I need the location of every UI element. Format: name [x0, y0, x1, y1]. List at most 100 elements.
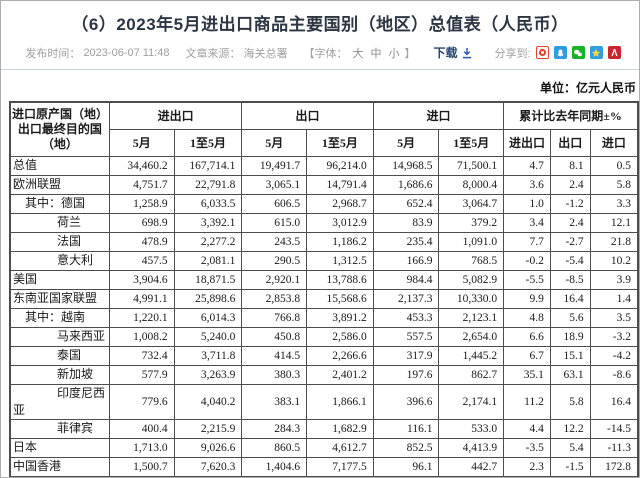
- table-row: 东南亚国家联盟 4,991.1 25,898.6 2,853.8 15,568.…: [9, 288, 639, 309]
- wechat-share-icon[interactable]: [571, 46, 585, 59]
- value-cell: 1,682.9: [306, 418, 374, 439]
- value-cell: 83.9: [372, 212, 440, 233]
- font-size-controls: 【字体： 大 中 小 】: [303, 45, 415, 61]
- value-cell: -4.2: [589, 345, 639, 366]
- value-cell: 1,008.2: [108, 326, 175, 347]
- value-cell: 71,500.1: [438, 155, 505, 176]
- value-cell: 457.5: [108, 250, 175, 271]
- sub-header: 1至5月: [306, 128, 374, 157]
- row-label-cell: 印度尼西亚: [9, 383, 110, 420]
- value-cell: -1.2: [549, 193, 591, 214]
- value-cell: 16.4: [589, 383, 639, 420]
- value-cell: 172.8: [589, 456, 639, 477]
- value-cell: -0.2: [503, 250, 551, 271]
- value-cell: 442.7: [438, 456, 505, 477]
- value-cell: 2,174.1: [438, 383, 505, 420]
- table-row: 荷兰 698.9 3,392.1 615.0 3,012.9 83.9 379.…: [9, 212, 639, 233]
- value-cell: 1,445.2: [438, 345, 505, 366]
- value-cell: 2,277.2: [173, 231, 243, 252]
- row-label-cell: 法国: [9, 231, 110, 252]
- share-label: 分享到:: [494, 47, 531, 60]
- renren-share-icon[interactable]: [607, 46, 621, 59]
- value-cell: 2,401.2: [306, 364, 374, 385]
- value-cell: 12.1: [589, 212, 639, 233]
- value-cell: 7,620.3: [173, 456, 243, 477]
- value-cell: 557.5: [372, 326, 440, 347]
- sub-header: 5月: [372, 128, 440, 157]
- table-row: 美国 3,904.6 18,871.5 2,920.1 13,788.6 984…: [9, 269, 639, 290]
- value-cell: 4,991.1: [108, 288, 175, 309]
- value-cell: 1,258.9: [108, 193, 175, 214]
- value-cell: 1,186.2: [306, 231, 374, 252]
- value-cell: 2,123.1: [438, 307, 505, 328]
- value-cell: 4,612.7: [306, 437, 374, 458]
- value-cell: 1.0: [503, 193, 551, 214]
- table-row: 其中：越南 1,220.1 6,014.3 766.8 3,891.2 453.…: [9, 307, 639, 328]
- value-cell: 96.1: [372, 456, 440, 477]
- value-cell: 652.4: [372, 193, 440, 214]
- table-row: 总值 34,460.2 167,714.1 19,491.7 96,214.0 …: [9, 155, 639, 176]
- value-cell: 6.7: [503, 345, 551, 366]
- font-size-small-button[interactable]: 小: [388, 47, 400, 60]
- value-cell: 766.8: [241, 307, 308, 328]
- row-label-cell: 总值: [9, 155, 110, 176]
- sub-header: 5月: [108, 128, 175, 157]
- value-cell: 10,330.0: [438, 288, 505, 309]
- value-cell: 15.1: [549, 345, 591, 366]
- table-row: 意大利 457.5 2,081.1 290.5 1,312.5 166.9 76…: [9, 250, 639, 271]
- value-cell: 5.8: [589, 174, 639, 195]
- value-cell: 4,751.7: [108, 174, 175, 195]
- value-cell: 1.4: [589, 288, 639, 309]
- value-cell: 2,266.6: [306, 345, 374, 366]
- value-cell: 3,891.2: [306, 307, 374, 328]
- value-cell: 2,137.3: [372, 288, 440, 309]
- value-cell: -2.7: [549, 231, 591, 252]
- qq-share-icon[interactable]: [553, 46, 567, 59]
- value-cell: 1,686.6: [372, 174, 440, 195]
- value-cell: 5,082.9: [438, 269, 505, 290]
- value-cell: 63.1: [549, 364, 591, 385]
- value-cell: 2,654.0: [438, 326, 505, 347]
- row-label-cell: 荷兰: [9, 212, 110, 233]
- value-cell: 14,968.5: [372, 155, 440, 176]
- table-body: 总值 34,460.2 167,714.1 19,491.7 96,214.0 …: [9, 155, 639, 477]
- value-cell: 768.5: [438, 250, 505, 271]
- value-cell: -1.5: [549, 456, 591, 477]
- table-row: 中国香港 1,500.7 7,620.3 1,404.6 7,177.5 96.…: [9, 456, 639, 477]
- clipped-partial-row: [9, 475, 639, 477]
- table-row: 泰国 732.4 3,711.8 414.5 2,266.6 317.9 1,4…: [9, 345, 639, 366]
- sina-weibo-share-icon[interactable]: [535, 46, 549, 59]
- table-row: 欧洲联盟 4,751.7 22,791.8 3,065.1 14,791.4 1…: [9, 174, 639, 195]
- value-cell: 3.9: [589, 269, 639, 290]
- value-cell: 3,711.8: [173, 345, 243, 366]
- qzone-share-icon[interactable]: [589, 46, 603, 59]
- clipped-rows: [9, 475, 639, 477]
- value-cell: 606.5: [241, 193, 308, 214]
- value-cell: 615.0: [241, 212, 308, 233]
- download-button[interactable]: 下载: [433, 44, 472, 61]
- value-cell: -11.3: [589, 437, 639, 458]
- value-cell: -5.5: [503, 269, 551, 290]
- font-size-large-button[interactable]: 大: [352, 47, 364, 60]
- value-cell: 3,012.9: [306, 212, 374, 233]
- value-cell: 3.4: [503, 212, 551, 233]
- value-cell: 4.4: [503, 418, 551, 439]
- value-cell: 290.5: [241, 250, 308, 271]
- value-cell: 4,413.9: [438, 437, 505, 458]
- group-header-yoy-change: 累计比去年同期±%: [503, 101, 639, 130]
- value-cell: 3,263.9: [173, 364, 243, 385]
- value-cell: 35.1: [503, 364, 551, 385]
- value-cell: 197.6: [372, 364, 440, 385]
- sub-header: 进口: [589, 128, 639, 157]
- value-cell: 22,791.8: [173, 174, 243, 195]
- value-cell: 1,866.1: [306, 383, 374, 420]
- page-title: （6）2023年5月进出口商品主要国别（地区）总值表（人民币）: [71, 15, 569, 34]
- value-cell: 453.3: [372, 307, 440, 328]
- value-cell: 533.0: [438, 418, 505, 439]
- value-cell: 3,064.7: [438, 193, 505, 214]
- corner-header-cell: 进口原产国（地） 出口最终目的国 （地）: [9, 101, 110, 157]
- table-row: 马来西亚 1,008.2 5,240.0 450.8 2,586.0 557.5…: [9, 326, 639, 347]
- value-cell: 478.9: [108, 231, 175, 252]
- sub-header: 1至5月: [173, 128, 243, 157]
- font-size-medium-button[interactable]: 中: [370, 47, 382, 60]
